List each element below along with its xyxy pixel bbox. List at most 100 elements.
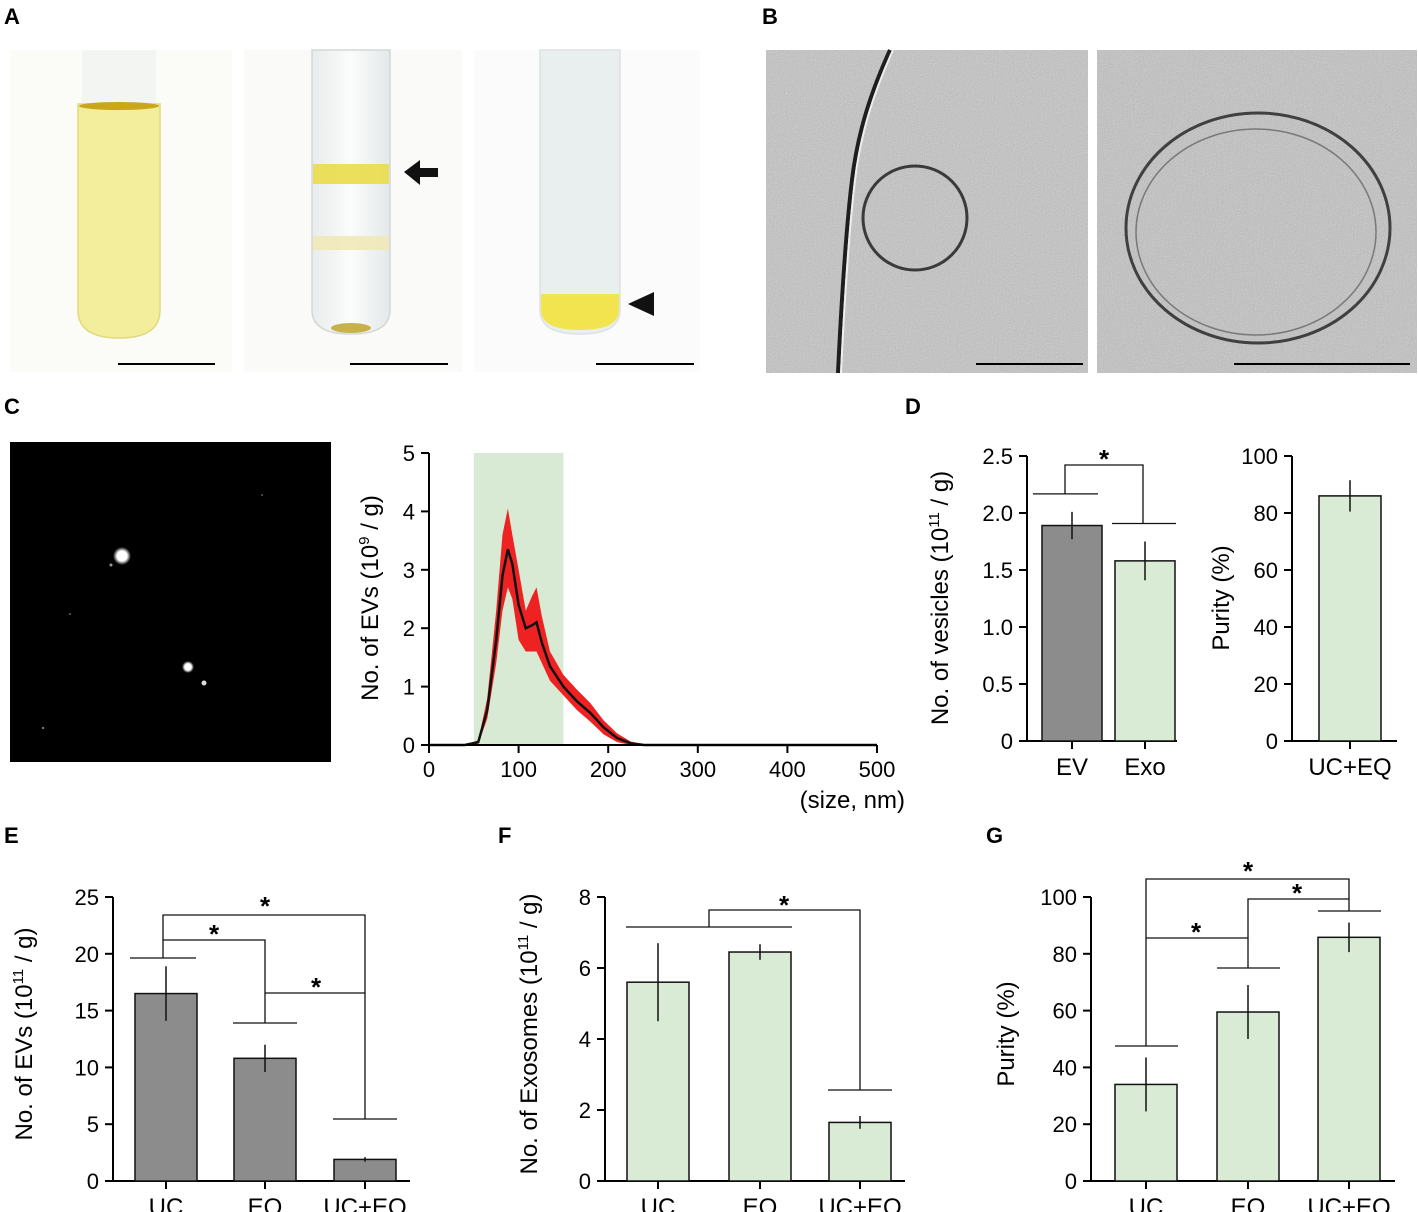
panel-label-g: G [986,823,1003,848]
significance-bracket [708,909,861,1090]
y-tick-label: 10 [75,1055,99,1080]
y-tick-label: 0 [403,733,415,758]
significance-star: * [779,890,790,920]
ev-count-chart: No. of EVs (1011 / g) 0 5 10 15 20 25 UC EQ UC+E… [10,885,410,1212]
significance-bracket [1247,898,1350,938]
y-tick-label: 3 [403,558,415,583]
purity-chart-g: Purity (%) 0 20 40 60 80 100 UC EQ UC+EQ * * * [993,856,1395,1212]
x-tick-label: EQ [248,1194,283,1212]
size-distribution-chart: 0 1 2 3 4 5 0 100 200 300 400 500 (size, nm) No. of… [356,441,905,814]
tube-2-band-lower [313,236,389,250]
tube-1-glass [82,50,156,110]
vesicle-count-chart: No. of vesicles (1011 / g) 0 0.5 1.0 1.5 2.0… [926,444,1177,781]
x-tick-label: EV [1056,754,1088,781]
vesicle-inner-membrane [1135,128,1377,336]
y-tick-label: 20 [75,942,99,967]
y-tick-label: 20 [1053,1112,1077,1137]
y-tick-label: 20 [1254,672,1278,697]
y-axis-label: Purity (%) [1208,545,1235,650]
y-tick-label: 5 [403,441,415,466]
y-tick-label: 60 [1254,558,1278,583]
particle [109,563,113,567]
particle [69,613,71,615]
x-tick-label: UC+EQ [1307,1194,1390,1212]
photo-tubes [10,49,700,372]
particle [201,680,207,686]
significance-star: * [1292,878,1303,908]
y-tick-label: 2 [403,616,415,641]
tube-3-glass [539,49,621,335]
nta-image [10,442,331,762]
y-tick-label: 5 [87,1112,99,1137]
bar [233,1057,297,1182]
bar [1318,495,1382,742]
panel-label-a: A [4,4,20,29]
particle [182,661,194,673]
triangle-left-icon [628,292,654,316]
y-axis-label: No. of vesicles (1011 / g) [926,471,954,725]
exosome-count-chart: No. of Exosomes (1011 / g) 0 2 4 6 8 UC EQ UC+E… [515,885,905,1212]
y-axis-label: Purity (%) [993,981,1020,1086]
significance-bracket [162,939,266,1023]
x-tick-label: UC+EQ [323,1194,406,1212]
purity-chart-d: Purity (%) 0 20 40 60 80 100 UC+EQ [1208,444,1397,781]
x-tick-label: 500 [859,757,896,782]
error-band [429,508,877,745]
y-tick-label: 100 [1241,444,1278,469]
tube-2-pellet [331,323,371,333]
bar [1317,936,1381,1182]
y-tick-label: 6 [579,956,591,981]
y-tick-label: 0 [1001,729,1013,754]
significance-star: * [209,919,220,949]
y-tick-label: 15 [75,999,99,1024]
y-tick-label: 4 [579,1027,591,1052]
x-tick-label: UC [641,1194,676,1212]
particle [261,494,263,496]
y-tick-label: 1.0 [982,615,1013,640]
significance-star: * [1243,856,1254,886]
series-line [429,548,877,747]
particle [113,547,131,565]
y-tick-label: 80 [1053,942,1077,967]
y-tick-label: 1.5 [982,558,1013,583]
y-tick-label: 2 [579,1098,591,1123]
y-tick-label: 60 [1053,999,1077,1024]
significance-star: * [260,891,271,921]
x-axis-label: (size, nm) [800,787,905,814]
y-axis-label: No. of EVs (109 / g) [356,495,384,701]
x-tick-label: UC [149,1194,184,1212]
x-tick-label: UC+EQ [818,1194,901,1212]
vesicle [861,164,969,272]
y-tick-label: 8 [579,885,591,910]
y-axis-label: No. of EVs (1011 / g) [10,928,38,1141]
nta-frame [10,442,331,762]
carbon-edge-highlight [840,49,894,374]
y-tick-label: 2.0 [982,501,1013,526]
y-tick-label: 0.5 [982,672,1013,697]
bar [728,951,792,1182]
x-tick-label: 100 [500,757,537,782]
particle [41,726,45,730]
panel-label-d: D [905,394,921,419]
tube-1-meniscus [79,102,159,110]
bar [1041,524,1103,742]
y-axis-label: No. of Exosomes (1011 / g) [515,893,543,1174]
x-tick-label: EQ [1231,1194,1266,1212]
x-tick-label: 300 [679,757,716,782]
y-tick-label: 2.5 [982,444,1013,469]
x-tick-label: 400 [769,757,806,782]
x-tick-label: 200 [590,757,627,782]
y-tick-label: 0 [579,1169,591,1194]
y-tick-label: 0 [87,1169,99,1194]
vesicle [1124,111,1392,345]
tube-2-band-upper [313,164,389,184]
y-tick-label: 4 [403,499,415,524]
bar [828,1121,892,1182]
tube-3-pellet [541,294,619,330]
bar [333,1158,397,1182]
tube-1-liquid [77,103,161,339]
significance-bracket [162,914,366,993]
y-tick-label: 0 [1266,729,1278,754]
x-tick-label: 0 [423,757,435,782]
